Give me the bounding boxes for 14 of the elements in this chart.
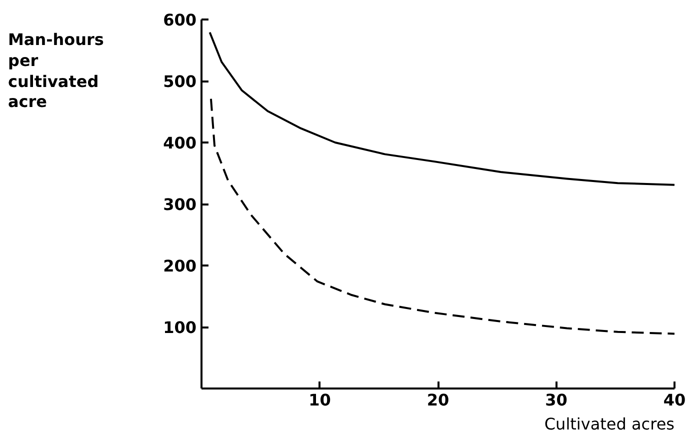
y-tick-label: 100 — [163, 318, 197, 337]
x-tick-label: 30 — [545, 390, 568, 410]
y-tick-label: 300 — [163, 195, 197, 214]
x-axis-title: Cultivated acres — [544, 414, 675, 434]
y-tick-label: 400 — [163, 134, 197, 152]
line-series — [208, 31, 674, 186]
y-tick-label: 600 — [163, 10, 197, 30]
line-series — [210, 98, 674, 335]
x-tick-label: 40 — [663, 390, 686, 410]
x-tick-label: 20 — [426, 390, 450, 410]
y-axis-title: Man-hours per cultivated acre — [8, 30, 104, 114]
x-tick-label: 10 — [308, 390, 331, 410]
y-tick-label: 200 — [163, 256, 197, 276]
y-tick-label: 500 — [163, 72, 197, 91]
